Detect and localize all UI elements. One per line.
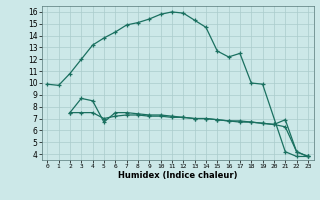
X-axis label: Humidex (Indice chaleur): Humidex (Indice chaleur)	[118, 171, 237, 180]
